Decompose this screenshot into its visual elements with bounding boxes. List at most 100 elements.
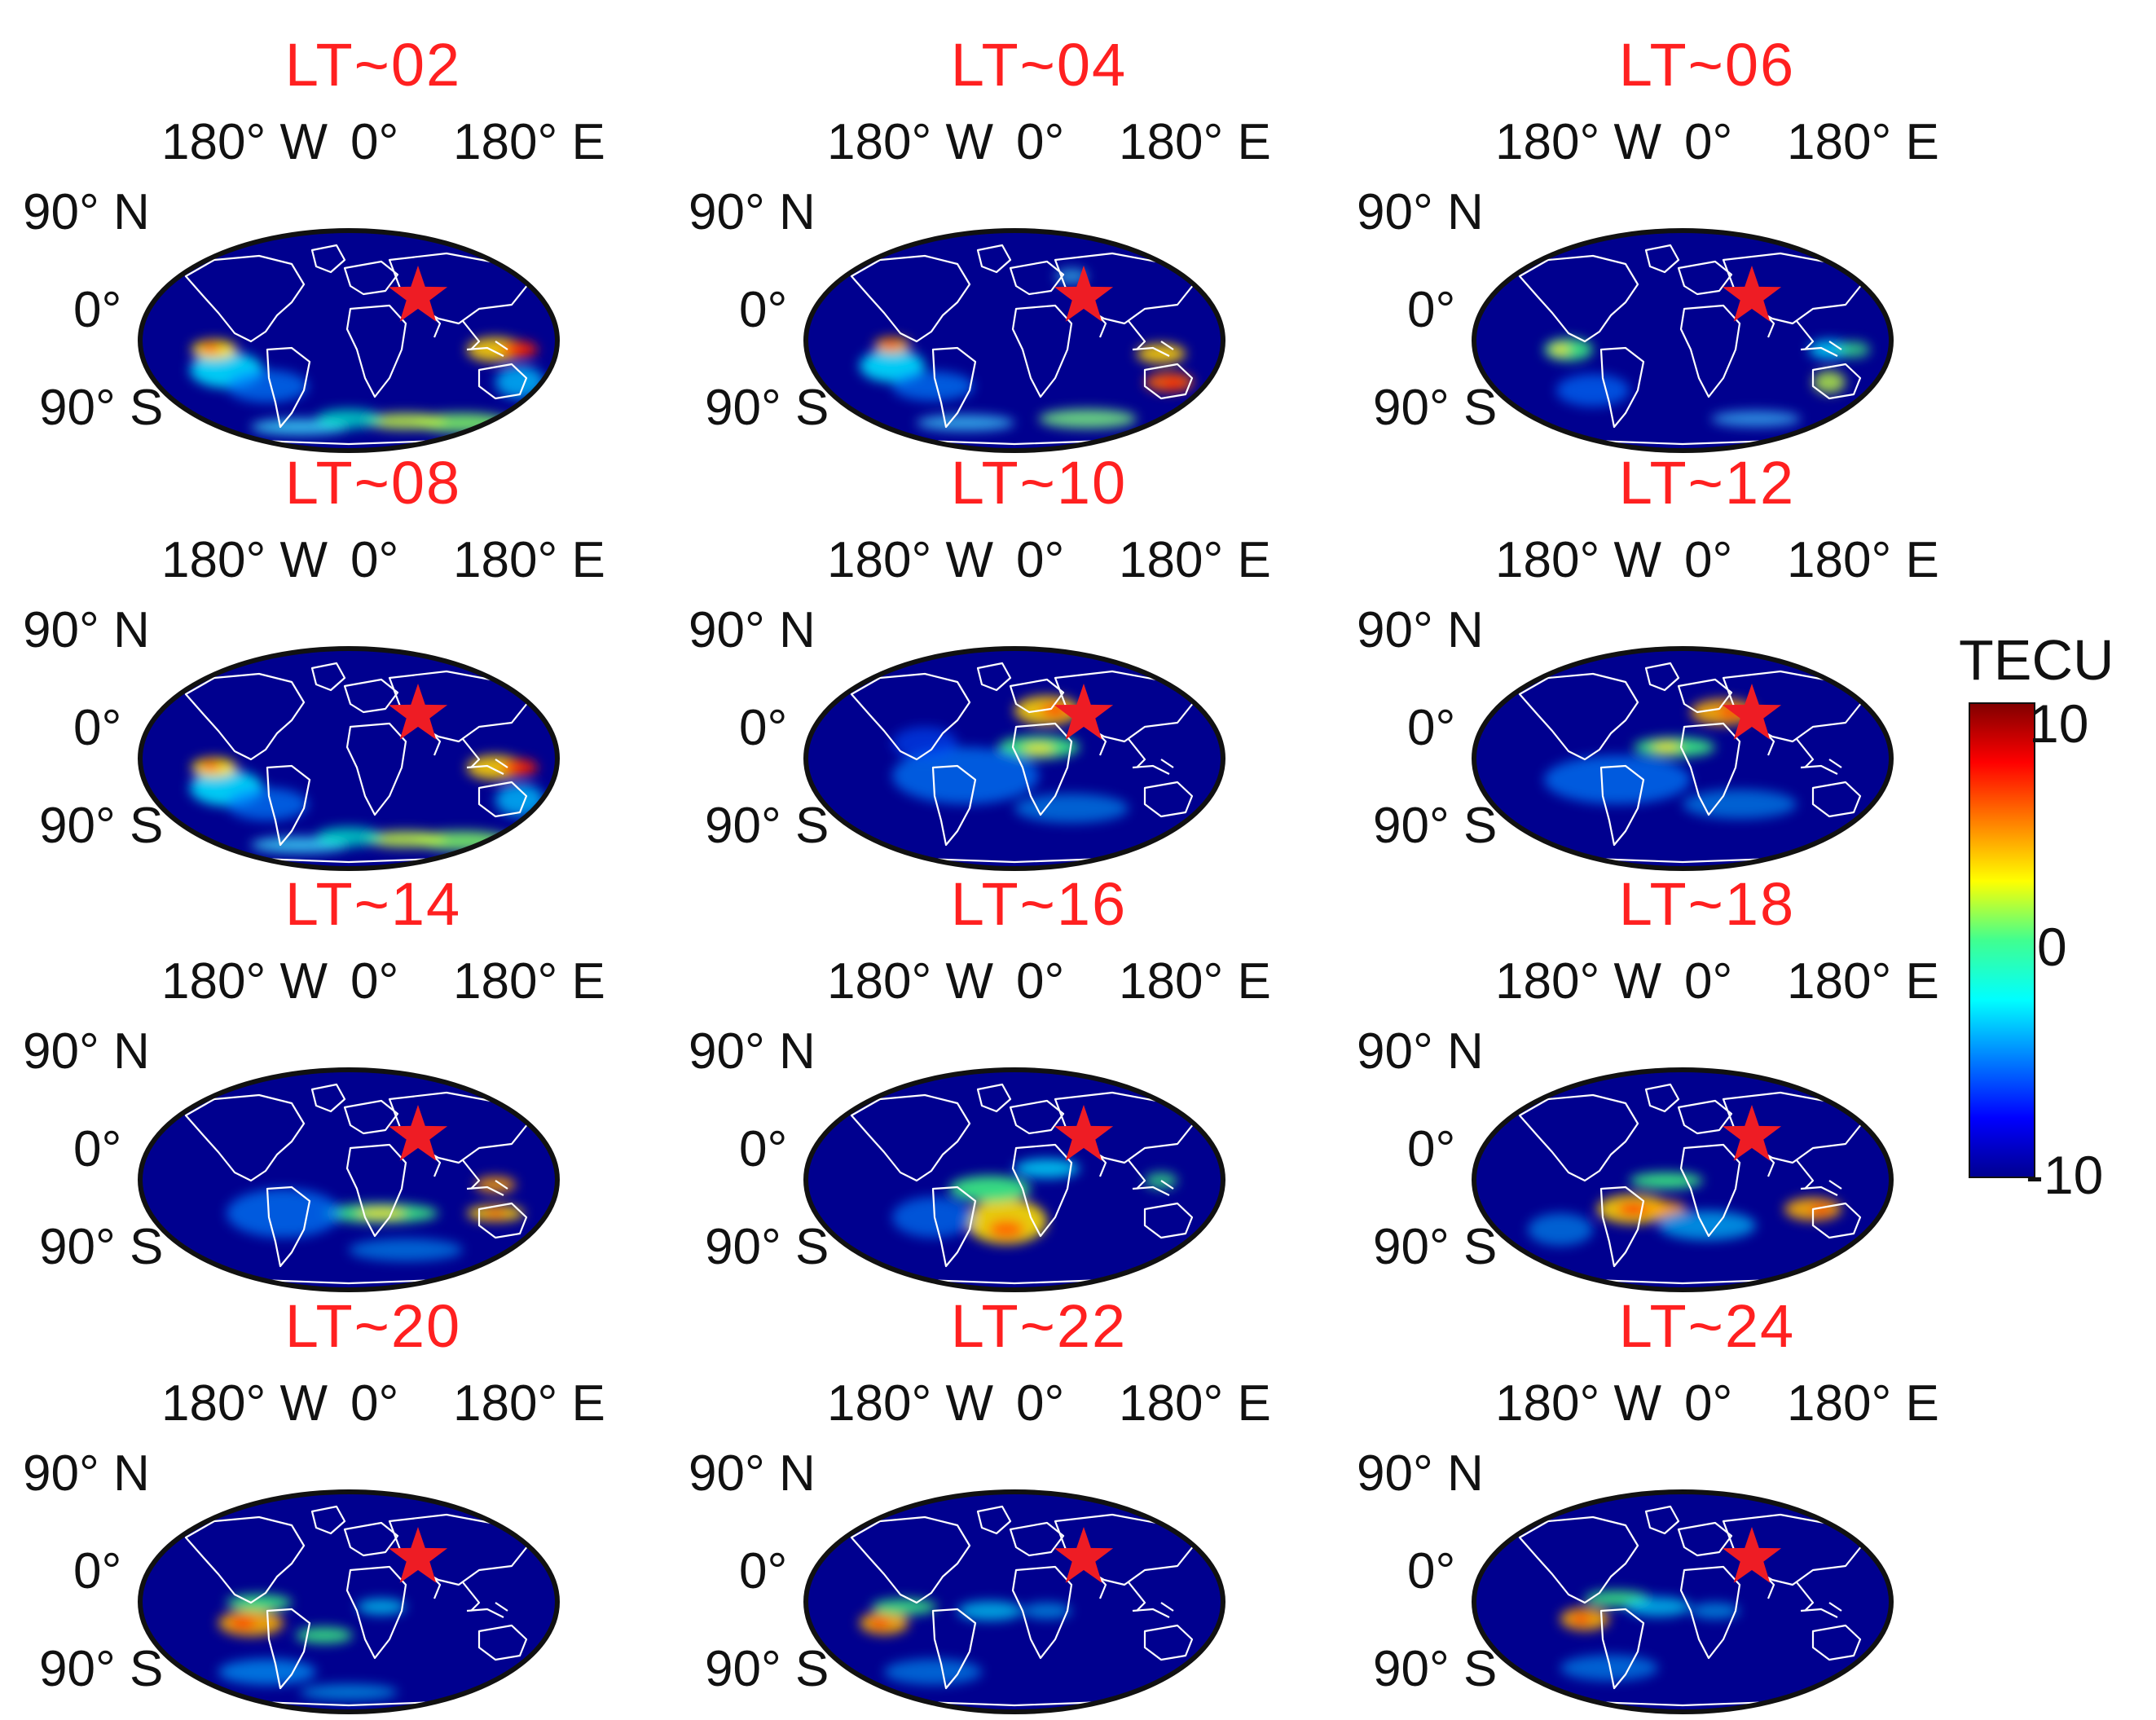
map-frame [138,1489,560,1714]
lon-label-east: 180° E [1119,532,1271,588]
lon-label-east: 180° E [453,953,605,1010]
epicenter-star-icon [1054,1527,1114,1583]
tec-anomaly-blob [1813,371,1846,394]
coastline-path [1800,1602,1842,1618]
coastline-path [266,1608,311,1690]
tec-anomaly-blob [200,343,220,353]
map-frame [138,1067,560,1292]
coastline-path [466,759,508,775]
map-canvas [1472,1067,1894,1292]
tec-anomaly-blob [1544,755,1691,804]
map-frame [803,646,1225,871]
lat-label-north: 90° N [689,1445,816,1502]
tec-anomaly-blob [988,1220,1024,1239]
robinson-map [137,1489,561,1715]
lon-label-west: 180° W [827,114,993,170]
epicenter-star-icon [1054,684,1114,740]
lat-label-south: 90° S [39,1641,164,1697]
map-canvas [1472,1489,1894,1714]
coastline-path [1143,363,1194,400]
coastline-path [976,1505,1012,1535]
map-frame [1472,1489,1894,1714]
tec-anomaly-blob [884,1659,982,1685]
tec-anomaly-blob [917,415,1014,431]
map-panel-lt02: LT~02 180° W 0° 180° E 90° N 0° 90° S [23,31,658,453]
robinson-map [803,1067,1226,1293]
coastline-path [343,260,399,296]
lon-label-zero: 0° [1684,532,1733,588]
tec-anomaly-blob [1014,794,1129,823]
lat-label-north: 90° N [1357,1023,1484,1080]
map-frame [1472,1067,1894,1292]
tec-anomaly-blob [957,1601,1023,1621]
lat-label-equator: 0° [739,700,788,756]
coastline-path [466,341,508,357]
tec-anomaly-blob [484,1209,507,1217]
lat-label-equator: 0° [739,282,788,338]
map-panel-lt24: LT~24 180° W 0° 180° E 90° N 0° 90° S [1357,1292,1992,1714]
coastline-path [310,1083,346,1113]
panel-title: LT~14 [284,870,462,938]
lat-label-south: 90° S [1373,1641,1498,1697]
lon-label-east: 180° E [1787,1375,1939,1432]
coastline-path [1679,1143,1741,1238]
map-frame [1472,228,1894,453]
panel-title: LT~10 [950,449,1128,517]
coastline-path [1132,759,1174,775]
coastlines [1518,1083,1863,1285]
tec-anomaly-blob [892,747,1039,804]
map-canvas [1472,228,1894,453]
lat-label-equator: 0° [1407,700,1456,756]
coastline-path [1011,1565,1073,1660]
lat-label-north: 90° N [689,1023,816,1080]
coastline-path [1599,346,1645,429]
coastline-path [1644,1083,1680,1113]
lon-label-west: 180° W [161,532,328,588]
colorbar-title: TECU [1959,628,2114,692]
lon-label-zero: 0° [1016,114,1065,170]
lon-label-east: 180° E [1119,953,1271,1010]
coastline-path [343,1099,399,1135]
tec-anomaly-blob [882,341,899,349]
map-panel-lt08: LT~08 180° W 0° 180° E 90° N 0° 90° S [23,449,658,871]
robinson-map [137,645,561,872]
tec-anomaly-blob [1691,1603,1740,1619]
tec-anomaly-blob [1711,411,1801,427]
coastline-path [477,363,528,400]
lon-label-west: 180° W [1495,953,1661,1010]
coastline-path [477,781,528,818]
coastline-path [266,764,311,847]
lat-label-equator: 0° [1407,1543,1456,1599]
lon-label-zero: 0° [350,953,399,1010]
panel-title: LT~02 [284,31,462,99]
tec-anomaly-blob [1137,344,1186,363]
tec-anomaly-blob [1617,1203,1650,1216]
epicenter-star-icon [388,684,448,740]
lon-label-east: 180° E [1787,114,1939,170]
lat-label-south: 90° S [1373,1219,1498,1275]
panel-title: LT~20 [284,1292,462,1360]
colorbar-mid-label: 0 [2037,917,2067,977]
coastline-path [184,1515,306,1604]
tec-anomaly-blob [892,372,974,401]
lat-label-north: 90° N [23,1023,150,1080]
tec-anomaly-blob [1809,340,1850,359]
lon-label-east: 180° E [1787,532,1939,588]
tec-anomaly-blob [227,370,308,403]
coastline-path [1518,1515,1639,1604]
coastline-path [976,244,1012,274]
tec-anomaly-blob [296,1627,353,1643]
coastline-path [1518,254,1639,343]
tec-anomaly-blob [227,1189,341,1238]
tec-anomaly-blob [1164,379,1183,389]
colorbar-max-label: 10 [2029,693,2089,754]
lon-label-zero: 0° [1016,953,1065,1010]
map-panel-lt16: LT~16 180° W 0° 180° E 90° N 0° 90° S [689,870,1324,1292]
lat-label-equator: 0° [1407,282,1456,338]
coastline-path [466,1602,508,1618]
coastline-path [1677,678,1733,714]
tec-anomaly-blob [1014,1159,1080,1178]
tec-anomaly-blob [1837,341,1870,358]
map-frame [803,1067,1225,1292]
